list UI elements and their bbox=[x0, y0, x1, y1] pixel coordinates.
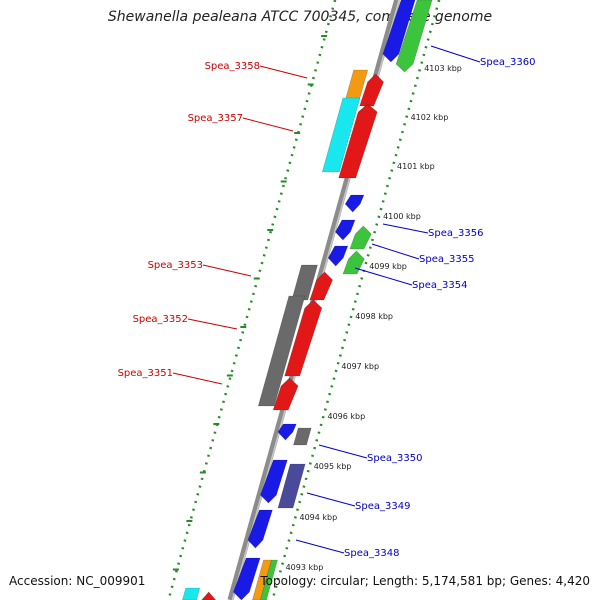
tick-label: 4100 kbp bbox=[383, 212, 421, 221]
accession-text: Accession: NC_009901 bbox=[9, 574, 146, 588]
leader-left bbox=[202, 264, 252, 277]
leader-left bbox=[242, 117, 294, 132]
gene-block-cyan bbox=[321, 97, 361, 173]
gene-block-slate bbox=[277, 463, 306, 509]
tick-label: 4099 kbp bbox=[369, 262, 407, 271]
leader-left bbox=[172, 372, 223, 385]
leader-right bbox=[371, 243, 420, 260]
leader-left bbox=[259, 65, 308, 79]
gene-label-left: Spea_3357 bbox=[188, 113, 243, 124]
gene-block-cyan bbox=[182, 587, 201, 600]
gene-block-blue bbox=[233, 557, 261, 600]
topology-info: Topology: circular; Length: 5,174,581 bp… bbox=[260, 574, 590, 588]
tick-label: 4101 kbp bbox=[397, 162, 435, 171]
gene-block-red bbox=[200, 591, 217, 600]
gene-block-green bbox=[342, 250, 365, 275]
gene-block-red bbox=[272, 377, 299, 411]
gene-block-blue bbox=[382, 0, 416, 63]
gene-block-green bbox=[349, 225, 372, 250]
gene-label-left: Spea_3358 bbox=[205, 61, 260, 72]
gene-block-blue bbox=[277, 423, 297, 441]
tick-label: 4095 kbp bbox=[314, 462, 352, 471]
gene-block-green bbox=[395, 0, 433, 73]
leader-right bbox=[382, 223, 429, 234]
gene-block-red bbox=[338, 103, 378, 179]
gene-block-orange bbox=[252, 559, 272, 600]
gene-block-blue bbox=[344, 194, 365, 213]
dotted-guide-lines bbox=[167, 0, 441, 600]
gene-block-gray bbox=[257, 295, 306, 407]
gene-label-right: Spea_3360 bbox=[480, 57, 535, 68]
gene-block-gray bbox=[293, 427, 312, 446]
gene-label-left: Spea_3351 bbox=[118, 368, 173, 379]
gene-block-gray bbox=[291, 264, 318, 301]
gene-block-blue bbox=[327, 245, 349, 267]
gene-block-red bbox=[284, 299, 323, 377]
gene-label-right: Spea_3348 bbox=[344, 548, 399, 559]
gene-block-blue bbox=[260, 459, 288, 504]
gene-label-left: Spea_3352 bbox=[133, 314, 188, 325]
tick-label: 4102 kbp bbox=[411, 113, 449, 122]
leader-right bbox=[354, 267, 413, 286]
gene-label-left: Spea_3353 bbox=[148, 260, 203, 271]
leader-left bbox=[187, 318, 238, 330]
tick-labels: 4103 kbp 4102 kbp 4101 kbp 4100 kbp 4099 kbp… bbox=[286, 64, 462, 572]
gene-label-right: Spea_3356 bbox=[428, 228, 483, 239]
gene-block-blue bbox=[335, 219, 356, 241]
tick-label: 4098 kbp bbox=[355, 312, 393, 321]
leader-right bbox=[295, 539, 345, 554]
tick-label: 4097 kbp bbox=[341, 362, 379, 371]
gene-block-green bbox=[260, 559, 278, 600]
tick-label: 4096 kbp bbox=[328, 412, 366, 421]
gene-label-right: Spea_3354 bbox=[412, 280, 467, 291]
gene-label-right: Spea_3349 bbox=[355, 501, 410, 512]
gene-block-blue bbox=[247, 509, 273, 549]
gene-label-right: Spea_3350 bbox=[367, 453, 422, 464]
tick-label: 4093 kbp bbox=[286, 563, 324, 572]
leader-right bbox=[430, 45, 481, 63]
tick-label: 4094 kbp bbox=[300, 513, 338, 522]
tick-label: 4103 kbp bbox=[424, 64, 462, 73]
label-leaders bbox=[172, 45, 481, 554]
leader-right bbox=[318, 444, 368, 459]
gene-labels: Spea_3358 Spea_3357 Spea_3353 Spea_3352 Spea… bbox=[118, 57, 536, 559]
gene-block-red bbox=[309, 271, 333, 301]
leader-right bbox=[306, 492, 356, 507]
gene-label-right: Spea_3355 bbox=[419, 254, 474, 265]
gene-features bbox=[182, 0, 433, 600]
